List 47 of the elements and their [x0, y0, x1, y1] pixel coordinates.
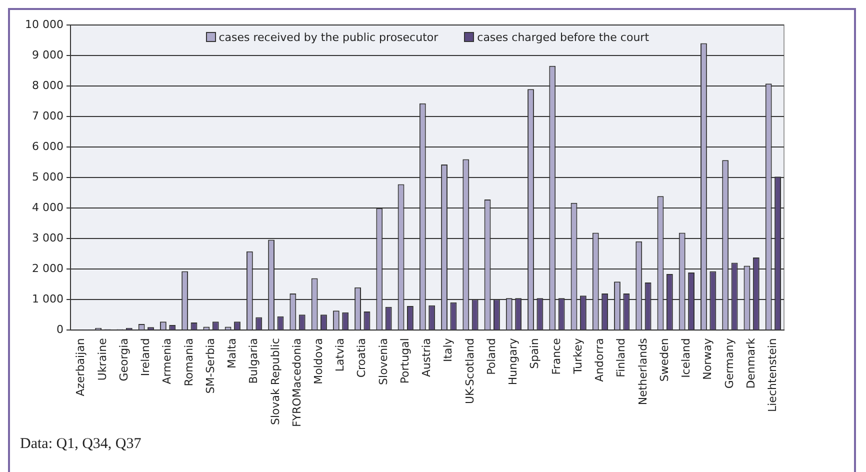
x-tick-label: Ukraine — [96, 338, 109, 381]
x-tick-label: FYROMacedonia — [290, 338, 304, 428]
y-tick-label: 10 000 — [24, 18, 64, 31]
y-tick-label: 8 000 — [32, 78, 64, 92]
y-tick-label: 9 000 — [32, 48, 64, 62]
x-tick-label: Denmark — [744, 338, 758, 389]
x-tick-label: Finland — [614, 338, 628, 378]
x-tick-label: Iceland — [680, 338, 693, 378]
x-tick-label: Liechtenstein — [766, 338, 780, 412]
x-tick-label: Germany — [722, 338, 736, 389]
x-tick-label: Hungary — [506, 338, 520, 386]
x-tick-label: Armenia — [160, 338, 174, 384]
y-tick-label: 4 000 — [32, 200, 64, 214]
y-tick-label: 0 — [56, 322, 64, 336]
y-tick-label: 1 000 — [32, 292, 64, 306]
x-tick-label: Croatia — [355, 338, 368, 378]
x-tick-label: Romania — [182, 338, 196, 386]
x-tick-label: Malta — [226, 338, 239, 368]
x-tick-label: Slovak Republic — [268, 338, 282, 426]
x-tick-label: Slovenia — [376, 338, 390, 385]
x-tick-label: SM-Serbia — [204, 338, 217, 394]
x-tick-label: Netherlands — [636, 338, 650, 406]
x-tick-label: Moldova — [312, 338, 325, 384]
x-tick-label: Portugal — [398, 338, 412, 384]
x-tick-label: UK-Scotland — [463, 338, 476, 404]
text: Data: Q1, Q34, Q37 — [20, 436, 142, 453]
x-tick-label: Norway — [701, 338, 714, 380]
legend-label: cases charged before the court — [476, 31, 650, 44]
x-tick-label: Italy — [442, 338, 455, 362]
legend-label: cases received by the public prosecutor — [218, 31, 438, 44]
x-tick-label: Spain — [528, 338, 542, 369]
x-tick-label: Bulgaria — [247, 338, 260, 384]
x-tick-label: France — [550, 338, 563, 375]
x-tick-label: Turkey — [571, 338, 584, 375]
y-tick-label: 7 000 — [32, 109, 64, 122]
x-tick-label: Georgia — [117, 338, 130, 382]
y-tick-label: 5 000 — [32, 170, 64, 184]
y-tick-label: 2 000 — [32, 262, 64, 275]
x-tick-label: Latvia — [334, 338, 347, 372]
x-tick-label: Andorra — [593, 338, 606, 382]
x-tick-label: Austria — [420, 338, 434, 377]
x-tick-label: Azerbaijan — [74, 338, 88, 396]
x-tick-label: Sweden — [658, 338, 671, 382]
x-tick-label: Ireland — [139, 338, 152, 376]
y-tick-label: 6 000 — [32, 140, 64, 153]
x-tick-label: Poland — [484, 338, 498, 375]
y-tick-label: 3 000 — [32, 231, 64, 244]
